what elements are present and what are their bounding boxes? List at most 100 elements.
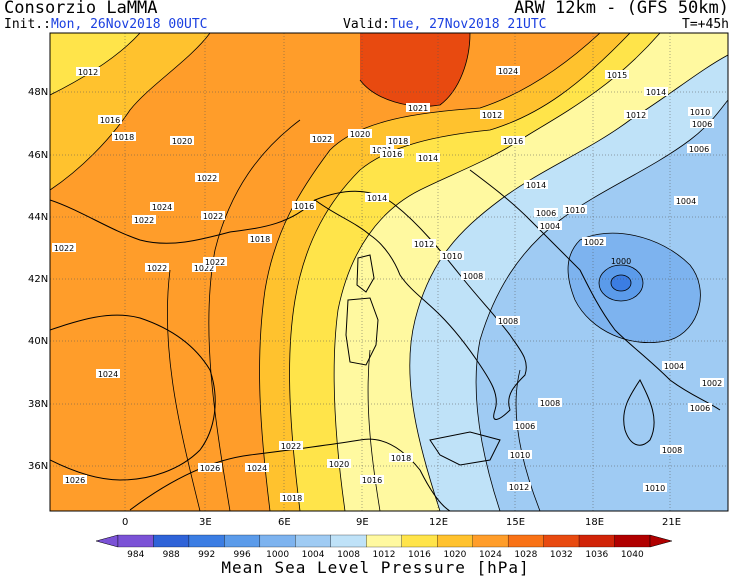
svg-text:1022: 1022 — [194, 264, 214, 273]
colorbar-tick-label: 1004 — [302, 550, 325, 560]
svg-text:1016: 1016 — [100, 116, 120, 125]
svg-text:1006: 1006 — [689, 145, 709, 154]
isobar-label: 1010 — [563, 205, 587, 215]
lon-label: 18E — [585, 517, 604, 528]
colorbar-swatch — [614, 534, 651, 548]
svg-text:1010: 1010 — [690, 108, 710, 117]
isobar-label: 1022 — [192, 263, 216, 273]
lat-label: 36N — [28, 461, 48, 472]
isobar-label: 1021 — [406, 103, 430, 113]
lon-label: 0 — [122, 517, 128, 528]
colorbar-swatch — [472, 534, 509, 548]
isobar-label: 1020 — [327, 459, 351, 469]
svg-text:1008: 1008 — [498, 317, 518, 326]
isobar-label: 1016 — [292, 201, 316, 211]
svg-text:1014: 1014 — [418, 154, 438, 163]
svg-text:1008: 1008 — [540, 399, 560, 408]
svg-text:1014: 1014 — [646, 88, 666, 97]
colorbar-swatch — [259, 534, 296, 548]
colorbar-swatch — [578, 534, 615, 548]
svg-text:1016: 1016 — [503, 137, 523, 146]
svg-text:1024: 1024 — [98, 370, 118, 379]
colorbar-tick-label: 1040 — [621, 550, 644, 560]
svg-text:1008: 1008 — [662, 446, 682, 455]
isobar-label: 1026 — [63, 475, 87, 485]
svg-text:1020: 1020 — [329, 460, 349, 469]
svg-text:1012: 1012 — [626, 111, 646, 120]
svg-text:1018: 1018 — [114, 133, 134, 142]
svg-text:1018: 1018 — [391, 454, 411, 463]
isobar-label: 1022 — [310, 134, 334, 144]
isobar-label: 1004 — [538, 221, 562, 231]
isobar-label: 1014 — [416, 153, 440, 163]
isobar-label: 1022 — [145, 263, 169, 273]
svg-text:1012: 1012 — [482, 111, 502, 120]
isobar-label: 1024 — [150, 202, 174, 212]
title-left: Consorzio LaMMA — [4, 0, 158, 18]
lat-label: 38N — [28, 399, 48, 410]
lon-label: 9E — [356, 517, 369, 528]
svg-text:1022: 1022 — [197, 174, 217, 183]
svg-text:1022: 1022 — [134, 216, 154, 225]
isobar-label: 1012 — [76, 67, 100, 77]
lon-label: 12E — [429, 517, 448, 528]
isobar-label: 1006 — [690, 119, 714, 129]
svg-text:1016: 1016 — [382, 150, 402, 159]
colorbar-swatch — [188, 534, 225, 548]
svg-text:1020: 1020 — [350, 130, 370, 139]
valid-time: Valid:Tue, 27Nov2018 21UTC — [343, 17, 547, 32]
isobar-label: 1026 — [198, 463, 222, 473]
isobar-label: 1014 — [524, 180, 548, 190]
lon-label: 21E — [662, 517, 681, 528]
svg-text:1018: 1018 — [250, 235, 270, 244]
colorbar-swatch — [153, 534, 190, 548]
isobar-label: 1022 — [279, 441, 303, 451]
init-time: Init.:Mon, 26Nov2018 00UTC — [4, 17, 208, 32]
colorbar-swatch — [366, 534, 402, 548]
latitude-labels: 48N 46N 44N 42N 40N 38N 36N — [28, 87, 48, 472]
svg-text:1006: 1006 — [690, 404, 710, 413]
colorbar-tick-label: 1024 — [479, 550, 502, 560]
isobar-label: 1024 — [96, 369, 120, 379]
svg-text:1018: 1018 — [282, 494, 302, 503]
isobar-label: 1008 — [538, 398, 562, 408]
colorbar-tick-label: 1016 — [408, 550, 431, 560]
svg-text:1006: 1006 — [536, 209, 556, 218]
isobar-label: 1006 — [687, 144, 711, 154]
svg-text:1022: 1022 — [54, 244, 74, 253]
init-value: Mon, 26Nov2018 00UTC — [50, 17, 208, 32]
colorbar-tick-label: 996 — [234, 550, 251, 560]
svg-text:1020: 1020 — [172, 137, 192, 146]
isobar-label: 1016 — [380, 149, 404, 159]
isobar-label: 1010 — [440, 251, 464, 261]
svg-text:1021: 1021 — [408, 104, 428, 113]
lat-label: 40N — [28, 336, 48, 347]
isobar-label: 1006 — [534, 208, 558, 218]
svg-text:1004: 1004 — [676, 197, 696, 206]
isobar-label: 1018 — [389, 453, 413, 463]
svg-text:1026: 1026 — [200, 464, 220, 473]
forecast-step: T=+45h — [682, 17, 729, 32]
lat-label: 44N — [28, 212, 48, 223]
lon-label: 15E — [506, 517, 525, 528]
svg-text:1014: 1014 — [367, 194, 387, 203]
colorbar-tick-label: 1036 — [585, 550, 608, 560]
svg-text:1010: 1010 — [565, 206, 585, 215]
lat-label: 42N — [28, 274, 48, 285]
colorbar-tick-label: 1012 — [373, 550, 396, 560]
svg-text:1004: 1004 — [664, 362, 684, 371]
svg-text:1004: 1004 — [540, 222, 560, 231]
svg-text:1022: 1022 — [205, 258, 225, 267]
colorbar-swatch — [330, 534, 367, 548]
isobar-label: 1020 — [170, 136, 194, 146]
colorbar-tick-label: 1008 — [337, 550, 360, 560]
svg-text:1002: 1002 — [584, 238, 604, 247]
colorbar-swatch — [437, 534, 473, 548]
svg-text:1010: 1010 — [645, 484, 665, 493]
lat-label: 46N — [28, 150, 48, 161]
colorbar-tick-label: 992 — [198, 550, 215, 560]
isobar-label: 1018 — [112, 132, 136, 142]
svg-text:1016: 1016 — [294, 202, 314, 211]
